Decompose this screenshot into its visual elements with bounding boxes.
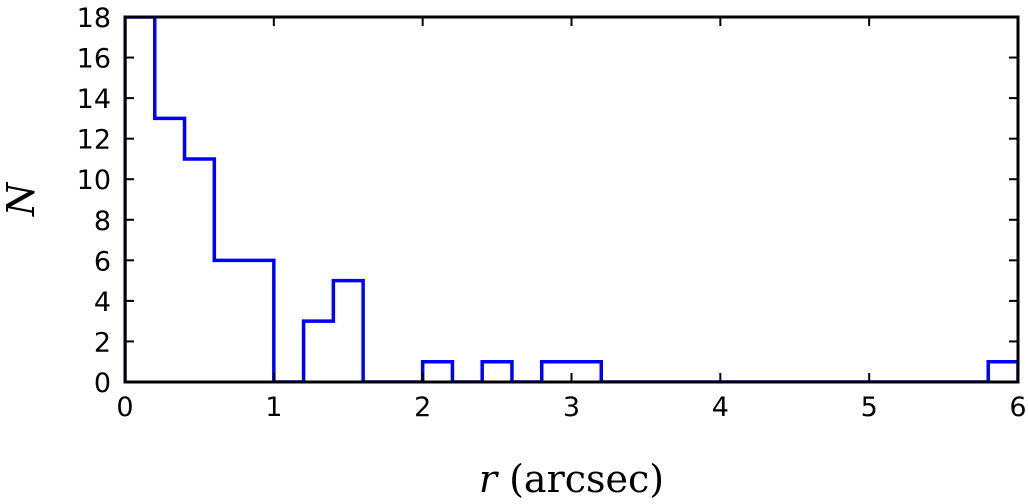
histogram-bin (155, 118, 185, 382)
histogram-bin (482, 362, 512, 382)
x-axis-unit: (arcsec) (509, 457, 664, 501)
x-axis-title: r (arcsec) (479, 457, 664, 501)
y-axis-title: N (0, 181, 43, 217)
y-tick-label: 12 (77, 125, 111, 156)
histogram-bin (244, 260, 274, 382)
histogram-bin (572, 362, 602, 382)
histogram-bin (125, 17, 155, 382)
x-tick-label: 1 (265, 392, 282, 423)
y-tick-label: 16 (77, 44, 111, 75)
plot-area (125, 17, 1018, 382)
y-tick-label: 8 (94, 206, 111, 237)
histogram-bin (304, 321, 334, 382)
histogram-bin (333, 281, 363, 382)
y-tick-label: 18 (77, 3, 111, 34)
y-tick-label: 10 (77, 165, 111, 196)
x-tick-label: 6 (1009, 392, 1026, 423)
y-tick-label: 2 (94, 327, 111, 358)
histogram-bin (214, 260, 244, 382)
histogram-bin (423, 362, 453, 382)
y-tick-label: 6 (94, 246, 111, 277)
y-tick-label: 14 (77, 84, 111, 115)
x-tick-label: 4 (712, 392, 729, 423)
x-tick-label: 3 (563, 392, 580, 423)
x-axis-variable: r (479, 457, 500, 501)
plot-frame (123, 15, 1020, 384)
x-tick-label: 0 (116, 392, 133, 423)
histogram-bin (988, 362, 1018, 382)
y-tick-label: 4 (94, 287, 111, 318)
histogram-bin (185, 159, 215, 382)
y-tick-label: 0 (94, 368, 111, 399)
histogram-step-line (125, 17, 1018, 382)
y-axis: 0 2 4 6 8 10 12 14 16 18 (77, 3, 1018, 399)
x-tick-label: 2 (414, 392, 431, 423)
histogram-bin (542, 362, 572, 382)
x-tick-label: 5 (861, 392, 878, 423)
